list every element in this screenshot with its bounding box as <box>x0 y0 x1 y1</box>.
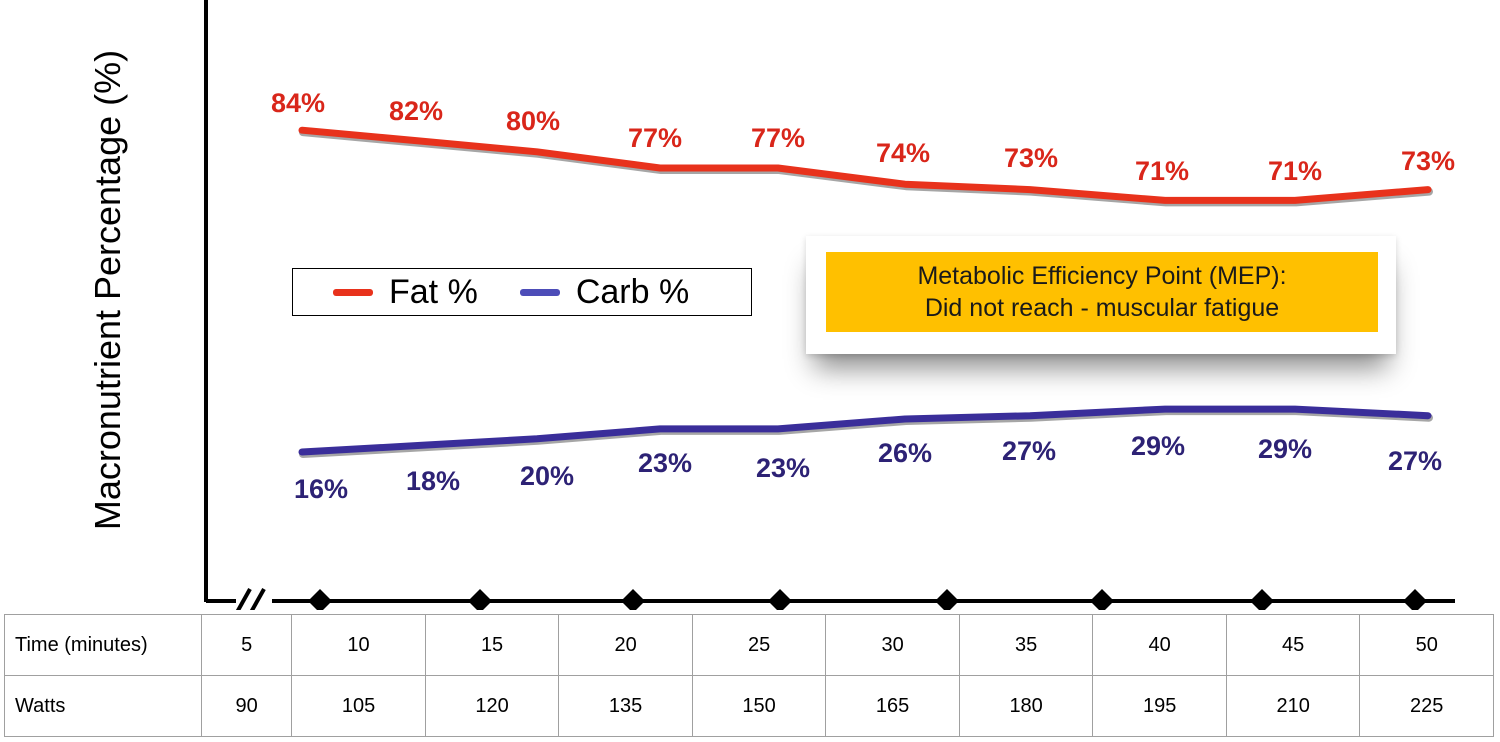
series-line <box>298 405 1432 456</box>
carb-data-label: 29% <box>1258 434 1312 464</box>
table-cell: 40 <box>1092 614 1227 676</box>
table-cell: 165 <box>825 675 960 737</box>
mep-callout-line-2: Did not reach - muscular fatigue <box>924 294 1280 322</box>
axis-break-mark <box>249 588 266 610</box>
fat-data-label: 82% <box>389 96 443 126</box>
table-cell: 210 <box>1225 675 1361 737</box>
table-cell: 20 <box>558 614 693 676</box>
y-axis-label: Macronutrient Percentage (%) <box>87 49 128 531</box>
row-header-watts: Watts <box>4 675 202 737</box>
table-cell: 195 <box>1092 675 1227 737</box>
carb-data-label: 16% <box>294 474 348 504</box>
chart-legend: Fat % Carb % <box>292 268 752 316</box>
axis-tick-marker <box>768 589 792 610</box>
table-cell: 35 <box>958 614 1094 676</box>
carb-data-label: 23% <box>756 453 810 483</box>
data-table: Time (minutes) 5 10 15 20 25 30 35 40 45… <box>4 614 1494 737</box>
table-row-time: Time (minutes) 5 10 15 20 25 30 35 40 45… <box>4 614 1494 676</box>
axis-tick-marker <box>935 589 959 610</box>
fat-data-label: 77% <box>751 123 805 153</box>
axis-tick-marker <box>1090 589 1114 610</box>
mep-callout-box: Metabolic Efficiency Point (MEP): Did no… <box>826 252 1378 332</box>
carb-data-label: 27% <box>1388 446 1442 476</box>
carb-data-label: 29% <box>1131 431 1185 461</box>
carb-legend-swatch <box>519 288 560 296</box>
carb-series <box>298 405 1433 458</box>
chart-axes <box>204 0 1455 610</box>
table-cell: 150 <box>691 675 827 737</box>
row-header-time: Time (minutes) <box>4 614 202 676</box>
fat-data-label: 74% <box>876 138 930 168</box>
fat-data-label: 71% <box>1268 156 1322 186</box>
fat-data-label: 73% <box>1004 143 1058 173</box>
fat-data-label: 77% <box>628 123 682 153</box>
macronutrient-chart: 84% 82% 80% 77% 77% 74% 73% 71% 71% 73% 16% 18% 20% 2… <box>204 0 1455 610</box>
fat-data-label: 80% <box>506 106 560 136</box>
fat-data-label: 71% <box>1135 156 1189 186</box>
table-cell: 25 <box>691 614 827 676</box>
fat-data-label: 84% <box>271 88 325 118</box>
table-cell: 10 <box>291 614 426 676</box>
carb-data-label: 26% <box>878 438 932 468</box>
table-cell: 15 <box>424 614 560 676</box>
axis-break-mark <box>235 588 252 610</box>
legend-item-fat: Fat % <box>333 273 478 312</box>
axis-tick-marker <box>1403 589 1427 610</box>
table-cell: 45 <box>1225 614 1361 676</box>
table-cell: 180 <box>958 675 1094 737</box>
axis-tick-marker <box>308 589 332 610</box>
carb-data-label: 20% <box>520 461 574 491</box>
axis-tick-marker <box>468 589 492 610</box>
fat-series <box>298 126 1433 207</box>
fat-legend-swatch <box>333 288 373 296</box>
mep-callout: Metabolic Efficiency Point (MEP): Did no… <box>806 236 1396 354</box>
mep-callout-line-1: Metabolic Efficiency Point (MEP): <box>917 262 1287 290</box>
fat-legend-label: Fat % <box>389 272 478 311</box>
table-cell: 5 <box>200 614 293 676</box>
carb-data-label: 27% <box>1002 436 1056 466</box>
legend-item-carb: Carb % <box>519 272 690 312</box>
axis-tick-marker <box>1250 589 1274 610</box>
fat-data-label: 73% <box>1401 146 1455 176</box>
series-line <box>298 126 1432 204</box>
table-cell: 120 <box>424 675 560 737</box>
carb-data-label: 18% <box>406 466 460 496</box>
table-cell: 30 <box>825 614 960 676</box>
table-cell: 90 <box>200 675 293 737</box>
carb-legend-label: Carb % <box>575 272 690 311</box>
table-row-watts: Watts 90 105 120 135 150 165 180 195 210… <box>4 675 1494 737</box>
table-cell: 135 <box>558 675 693 737</box>
carb-data-label: 23% <box>638 448 692 478</box>
table-cell: 225 <box>1359 675 1494 737</box>
table-cell: 105 <box>291 675 426 737</box>
data-labels: 84% 82% 80% 77% 77% 74% 73% 71% 71% 73% 16% 18% 20% 2… <box>271 88 1455 504</box>
table-cell: 50 <box>1359 614 1494 676</box>
axis-tick-marker <box>621 589 645 610</box>
